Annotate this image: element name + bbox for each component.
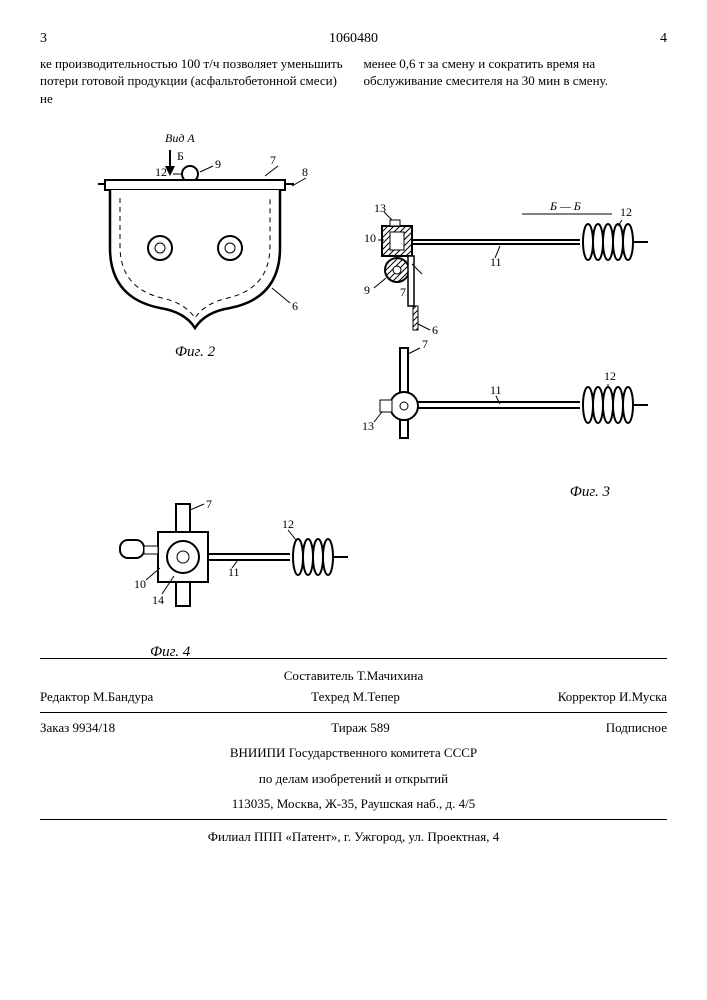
doc-number: 1060480 (329, 30, 378, 49)
figure-4: 7 10 14 11 (100, 498, 350, 663)
section-b-top: Б (177, 149, 184, 163)
body-text: ке производительностью 100 т/ч позволяет… (40, 55, 667, 108)
l-12: 12 (604, 369, 616, 383)
f4-14: 14 (152, 593, 164, 607)
page-num-left: 3 (40, 30, 47, 49)
addr1: 113035, Москва, Ж-35, Раушская наб., д. … (40, 795, 667, 813)
f4-7: 7 (206, 498, 212, 511)
tech: Техред М.Тепер (311, 688, 400, 706)
figures-area: Вид A Б Б 12 9 7 8 (40, 118, 667, 648)
u-6: 6 (432, 323, 438, 337)
fig3-caption: Фиг. 3 (350, 482, 650, 502)
fig4-caption: Фиг. 4 (100, 642, 350, 662)
editor: Редактор М.Бандура (40, 688, 153, 706)
f4-11: 11 (228, 565, 240, 579)
u-12: 12 (620, 205, 632, 219)
f4-12: 12 (282, 517, 294, 531)
u-7: 7 (400, 285, 406, 299)
l-11: 11 (490, 383, 502, 397)
figure-2: Вид A Б Б 12 9 7 8 (70, 128, 320, 363)
fig3-svg: Б — Б 13 10 9 7 6 (350, 198, 660, 478)
org2: по делам изобретений и открытий (40, 770, 667, 788)
compiler: Составитель Т.Мачихина (40, 667, 667, 685)
u-10: 10 (364, 231, 376, 245)
col-right: менее 0,6 т за смену и сократить время н… (364, 55, 668, 108)
label-8: 8 (302, 165, 308, 179)
fig2-caption: Фиг. 2 (70, 342, 320, 362)
tirazh: Тираж 589 (331, 719, 390, 737)
fig4-svg: 7 10 14 11 (100, 498, 360, 638)
branch: Филиал ППП «Патент», г. Ужгород, ул. Про… (40, 828, 667, 846)
l-7: 7 (422, 337, 428, 351)
page-header: 3 1060480 4 (40, 30, 667, 49)
page-num-right: 4 (660, 30, 667, 49)
subscribed: Подписное (606, 719, 667, 737)
label-12: 12 (155, 165, 167, 179)
label-7: 7 (270, 153, 276, 167)
fig2-svg: Вид A Б Б 12 9 7 8 (70, 128, 330, 338)
col-left: ке производительностью 100 т/ч позволяет… (40, 55, 344, 108)
corrector: Корректор И.Муска (558, 688, 667, 706)
l-13: 13 (362, 419, 374, 433)
org1: ВНИИПИ Государственного комитета СССР (40, 744, 667, 762)
section-title: Б — Б (549, 199, 581, 213)
f4-10: 10 (134, 577, 146, 591)
label-9: 9 (215, 157, 221, 171)
order: Заказ 9934/18 (40, 719, 115, 737)
view-label: Вид A (165, 131, 195, 145)
figure-3: Б — Б 13 10 9 7 6 (350, 198, 650, 503)
u-13: 13 (374, 201, 386, 215)
u-9: 9 (364, 283, 370, 297)
label-6: 6 (292, 299, 298, 313)
footer-block: Составитель Т.Мачихина Редактор М.Бандур… (40, 658, 667, 846)
